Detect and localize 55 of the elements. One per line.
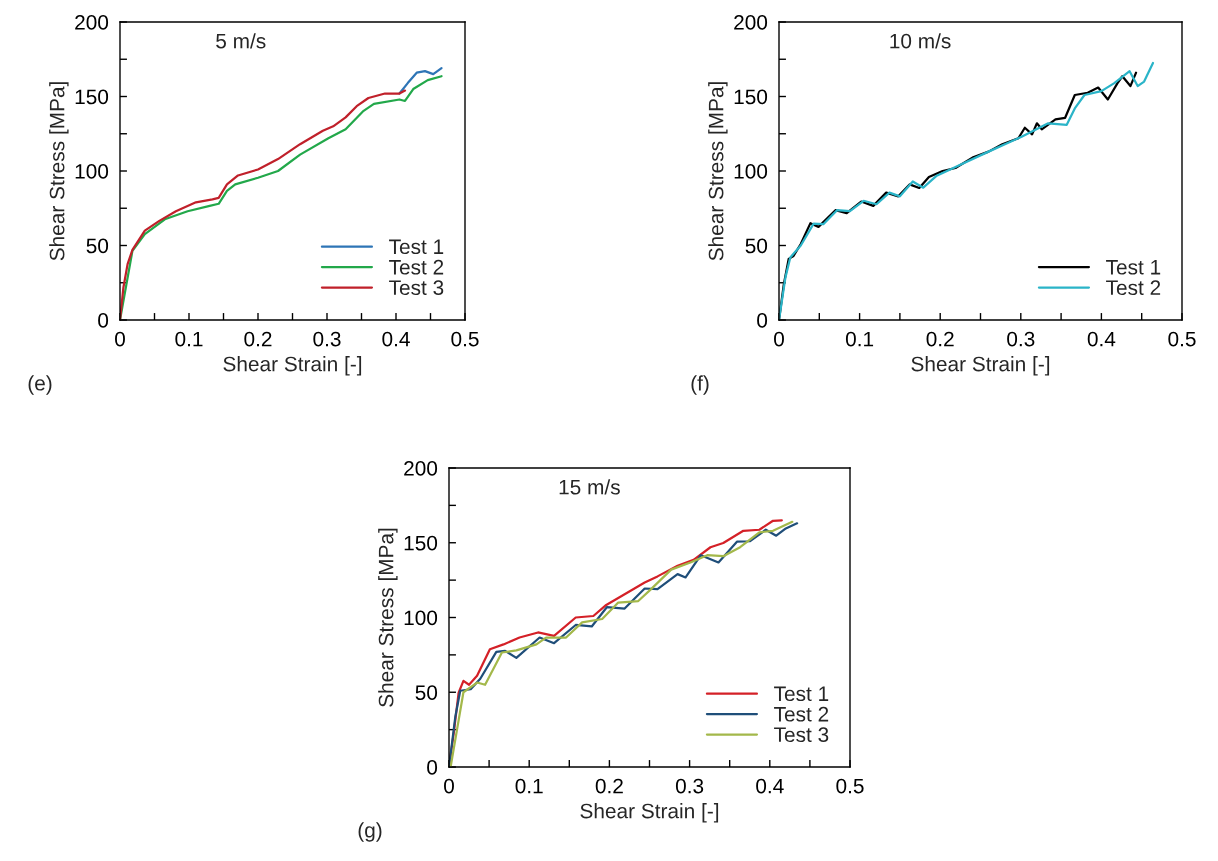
- text: (g): [358, 822, 382, 842]
- y-tick-label: 200: [734, 15, 768, 30]
- legend-label: Test 2: [1106, 280, 1161, 296]
- y-tick-label: 150: [75, 89, 109, 105]
- y-tick-label: 100: [734, 164, 768, 179]
- y-tick-label: 50: [86, 238, 109, 254]
- legend-label: Test 1: [389, 239, 444, 255]
- text: (f): [691, 375, 709, 395]
- x-tick-label: 0.1: [845, 331, 874, 347]
- x-tick-label: 0.3: [1007, 331, 1035, 347]
- y-tick-label: 100: [404, 610, 438, 626]
- x-tick-label: 0.5: [451, 331, 479, 347]
- x-tick-label: 0.4: [1087, 331, 1116, 347]
- x-tick-label: 0.3: [675, 778, 704, 794]
- legend-label: Test 3: [389, 280, 444, 296]
- x-tick-label: 0.5: [836, 778, 864, 794]
- x-tick-label: 0: [444, 778, 454, 794]
- y-tick-label: 50: [745, 238, 768, 254]
- y-tick-label: 200: [75, 15, 109, 30]
- y-tick-label: 100: [75, 164, 109, 179]
- x-tick-label: 0.5: [1168, 331, 1196, 347]
- legend-label: Test 2: [774, 706, 829, 722]
- x-axis-title: Shear Strain [-]: [911, 356, 1050, 376]
- x-tick-label: 0: [115, 331, 125, 347]
- y-tick-label: 150: [404, 535, 438, 551]
- x-tick-label: 0.4: [382, 331, 410, 347]
- x-tick-label: 0.4: [756, 778, 784, 794]
- x-axis-title: Shear Strain [-]: [223, 356, 362, 376]
- legend-label: Test 2: [389, 259, 444, 275]
- text: (e): [28, 375, 52, 395]
- legend-label: Test 1: [774, 686, 829, 702]
- y-tick-label: 0: [427, 760, 438, 775]
- x-tick-label: 0.1: [515, 778, 543, 794]
- annotation: 5 m/s: [216, 33, 266, 49]
- y-tick-label: 200: [404, 461, 438, 476]
- x-axis-title: Shear Strain [-]: [580, 803, 719, 823]
- x-tick-label: 0.3: [313, 331, 341, 347]
- y-tick-label: 0: [757, 313, 768, 328]
- y-axis-title: Shear Stress [MPa]: [49, 82, 69, 261]
- x-tick-label: 0: [774, 331, 784, 347]
- y-axis-title: Shear Stress [MPa]: [378, 528, 398, 707]
- annotation: 10 m/s: [890, 33, 951, 49]
- y-tick-label: 50: [415, 685, 438, 700]
- x-tick-label: 0.1: [175, 331, 203, 347]
- x-tick-label: 0.2: [244, 331, 272, 347]
- line-series: [398, 67, 443, 95]
- legend-label: Test 1: [1106, 260, 1161, 275]
- x-tick-label: 0.2: [595, 778, 623, 794]
- line-series: [120, 75, 443, 320]
- y-axis-title: Shear Stress [MPa]: [708, 82, 728, 261]
- legend-label: Test 3: [774, 727, 829, 743]
- y-tick-label: 150: [734, 89, 768, 105]
- y-tick-label: 0: [98, 313, 109, 328]
- x-tick-label: 0.2: [926, 331, 954, 347]
- annotation: 15 m/s: [559, 479, 620, 495]
